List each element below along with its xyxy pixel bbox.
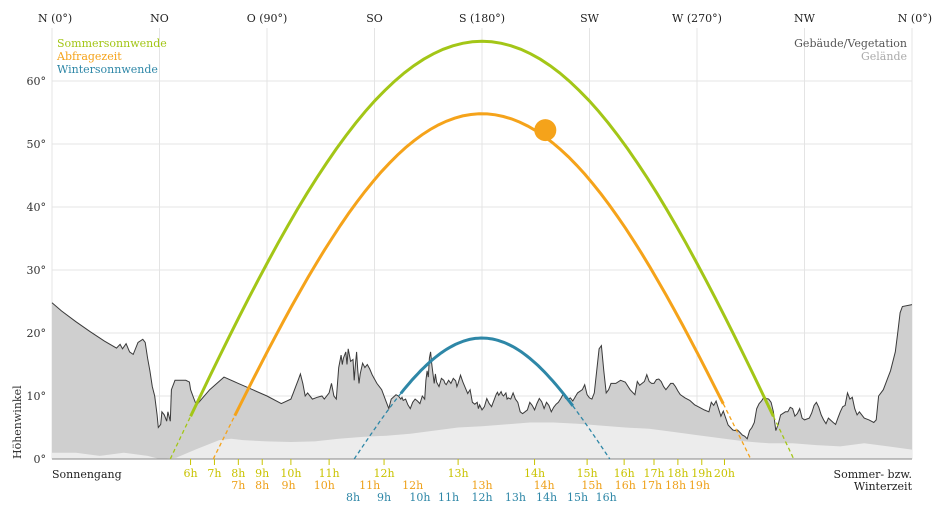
- y-tick-label: 50°: [27, 138, 47, 151]
- legend-left: SommersonnwendeAbfragezeitWintersonnwend…: [56, 37, 167, 76]
- legend-entry: Sommersonnwende: [57, 37, 167, 50]
- hour-label: 18h: [665, 479, 686, 492]
- hour-label: 9h: [377, 491, 391, 504]
- hour-label: 11h: [359, 479, 380, 492]
- y-tick-label: 20°: [27, 327, 47, 340]
- hour-label: 14h: [534, 479, 555, 492]
- hour-label: 8h: [346, 491, 360, 504]
- hour-label: 19h: [689, 479, 710, 492]
- hour-label: 8h: [231, 467, 245, 480]
- legend-entry: Wintersonnwende: [57, 63, 158, 76]
- direction-label: W (270°): [672, 12, 722, 25]
- hour-label: 11h: [438, 491, 459, 504]
- buildings-vegetation-outline: [51, 302, 913, 440]
- hour-labels: 6h 7h 8h 9h 10h 11h 12h 13h 14h 15h 16h 17h 18h 19h 20…: [184, 459, 735, 504]
- hour-label: 7h: [231, 479, 245, 492]
- y-axis-ticks: 0° 10° 20° 30° 40° 50° 60°: [27, 75, 47, 466]
- buildings-vegetation-area: [52, 302, 912, 459]
- direction-label: SW: [580, 12, 600, 25]
- hour-label: 9h: [255, 467, 269, 480]
- sun-curve-hidden-set: [722, 403, 752, 460]
- hour-label: 12h: [402, 479, 423, 492]
- hour-label: 18h: [667, 467, 688, 480]
- legend-entry: Gebäude/Vegetation: [794, 37, 907, 50]
- y-tick-label: 30°: [27, 264, 47, 277]
- hour-label: 17h: [643, 467, 664, 480]
- bottom-left-label: Sonnengang: [52, 468, 122, 481]
- sun-curves: [169, 39, 795, 460]
- y-tick-label: 0°: [34, 453, 47, 466]
- sun-curve-abfragezeit: [233, 112, 725, 417]
- sun-curve-wintersonnwende: [399, 336, 574, 407]
- sun-curve-sommersonnwende: [189, 39, 775, 417]
- legend-entry: Gelände: [861, 50, 907, 63]
- direction-label: N (0°): [898, 12, 932, 25]
- hour-label: 20h: [714, 467, 735, 480]
- hour-label: 10h: [409, 491, 430, 504]
- hour-label: 15h: [581, 479, 602, 492]
- terrain-area: [52, 422, 912, 459]
- hour-label: 10h: [314, 479, 335, 492]
- hour-label: 8h: [255, 479, 269, 492]
- hour-label: 10h: [280, 467, 301, 480]
- horizon-profile: [51, 302, 913, 460]
- y-tick-label: 10°: [27, 390, 47, 403]
- hour-label: 15h: [577, 467, 598, 480]
- hour-label: 13h: [448, 467, 469, 480]
- direction-label: N (0°): [38, 12, 72, 25]
- hour-label: 13h: [471, 479, 492, 492]
- hour-label: 15h: [567, 491, 588, 504]
- hour-label: 6h: [184, 467, 198, 480]
- hour-label: 12h: [471, 491, 492, 504]
- hour-label: 16h: [614, 467, 635, 480]
- bottom-right-label-line1: Sommer- bzw.: [834, 468, 912, 481]
- hour-label: 9h: [281, 479, 295, 492]
- bottom-right-label-line2: Winterzeit: [854, 480, 913, 493]
- hour-label: 19h: [691, 467, 712, 480]
- y-axis-label: Höhenwinkel: [11, 385, 24, 459]
- direction-labels: N (0°) NO O (90°) SO S (180°) SW W (270°) NW N (…: [38, 12, 932, 25]
- sun-curve-hidden-set: [572, 405, 611, 460]
- sun-curve-hidden-rise: [212, 415, 236, 460]
- sun-curve-hidden-rise: [169, 415, 192, 460]
- hour-label: 16h: [596, 491, 617, 504]
- direction-label: O (90°): [247, 12, 288, 25]
- hour-label: 7h: [207, 467, 221, 480]
- y-tick-label: 60°: [27, 75, 47, 88]
- direction-label: NO: [150, 12, 169, 25]
- hour-label: 14h: [536, 491, 557, 504]
- current-sun: [534, 119, 557, 142]
- direction-label: S (180°): [459, 12, 505, 25]
- direction-label: SO: [366, 12, 383, 25]
- hour-label: 14h: [524, 467, 545, 480]
- hour-label: 17h: [641, 479, 662, 492]
- legend-entry: Abfragezeit: [56, 50, 122, 63]
- direction-label: NW: [794, 12, 816, 25]
- hour-label: 13h: [505, 491, 526, 504]
- hour-label: 12h: [374, 467, 395, 480]
- sun-curve-hidden-set: [772, 415, 795, 460]
- hour-label: 11h: [319, 467, 340, 480]
- y-tick-label: 40°: [27, 201, 47, 214]
- sun-marker: [534, 119, 557, 142]
- hour-label: 16h: [615, 479, 636, 492]
